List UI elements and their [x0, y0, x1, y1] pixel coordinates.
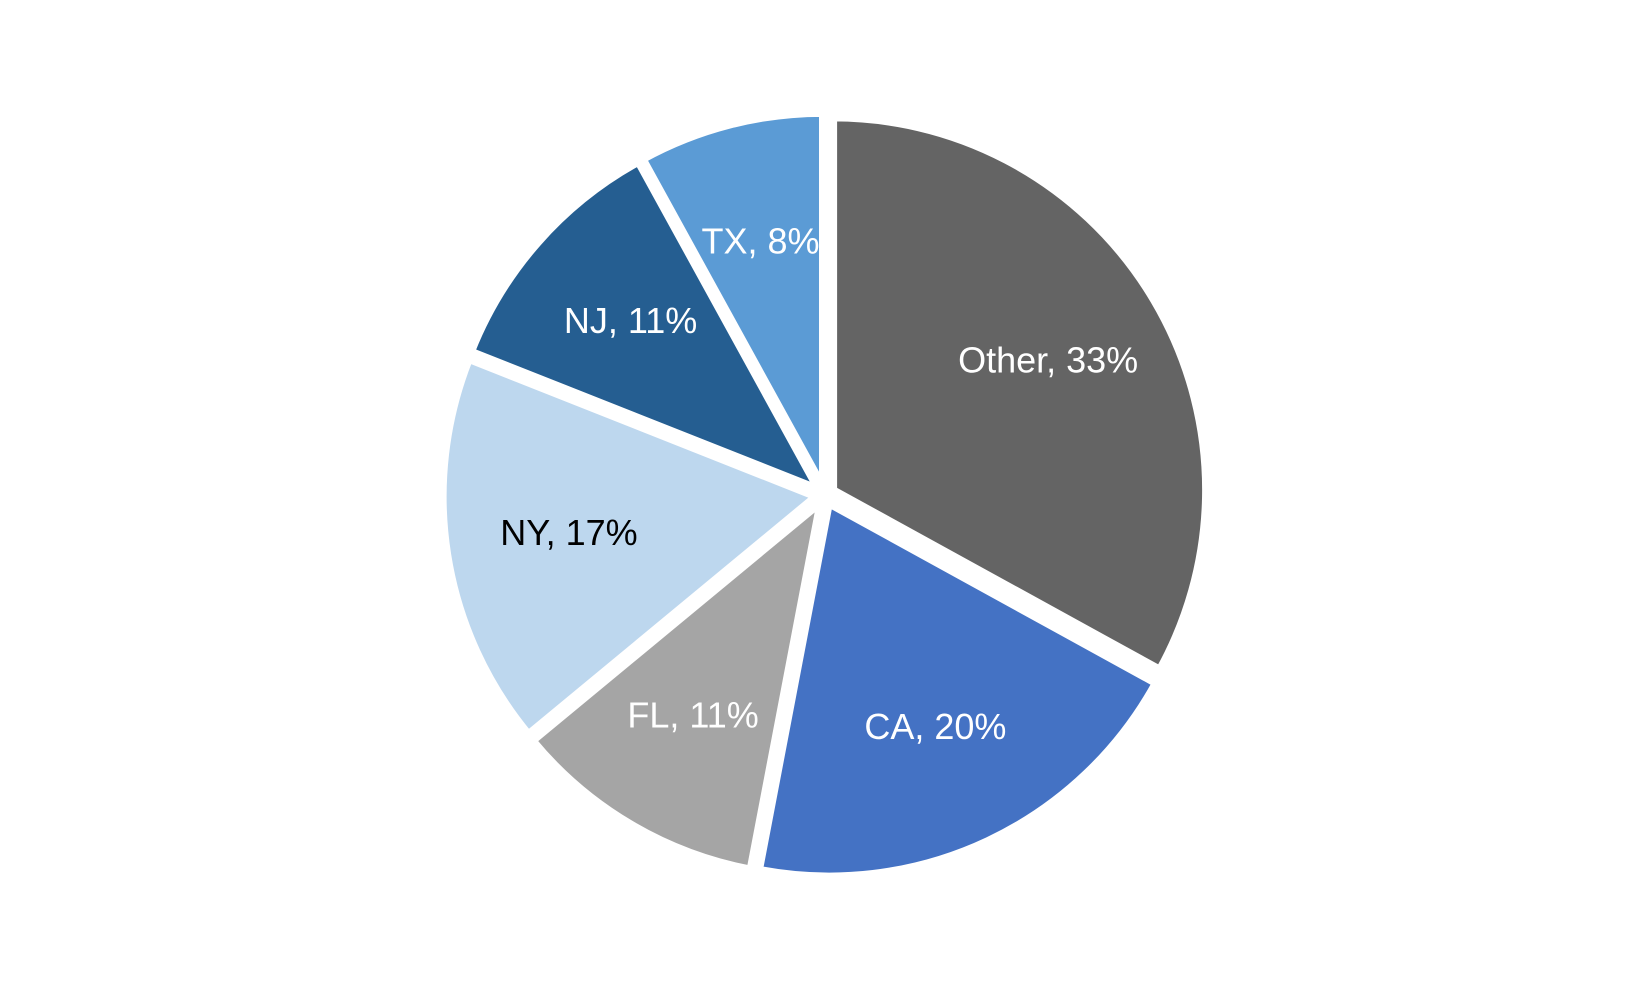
pie-slice-fl — [528, 494, 826, 874]
data-label-nj: NJ, 11% — [564, 300, 697, 341]
data-label-fl: FL, 11% — [627, 695, 758, 736]
pie-slice-tx — [638, 109, 827, 488]
pie-data-labels: Other, 33% CA, 20% FL, 11% NY, 17% NJ, 11%TX… — [500, 220, 1138, 747]
data-label-ca: CA, 20% — [864, 706, 1006, 747]
pie-slice-other — [830, 114, 1210, 674]
pie-slices — [439, 109, 1210, 880]
pie-slice-nj — [467, 157, 826, 496]
pie-slice-ny — [439, 355, 822, 739]
data-label-tx: TX, 8% — [702, 220, 820, 261]
pie-slice-ca — [755, 498, 1160, 880]
data-label-ny: NY, 17% — [500, 512, 637, 553]
data-label-other: Other, 33% — [958, 340, 1138, 381]
